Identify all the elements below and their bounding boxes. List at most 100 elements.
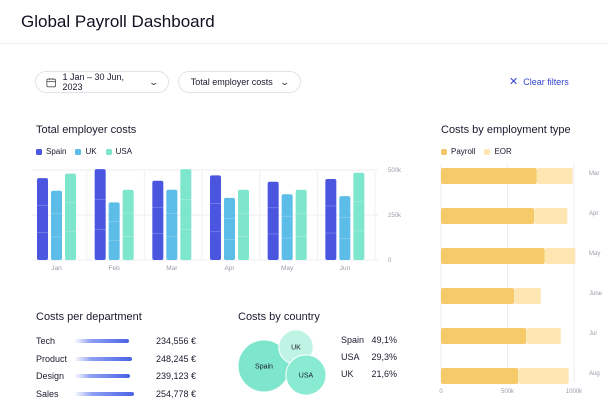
total-costs-chart: 500k 250k 0 Jan Feb Mar Apr May Jun xyxy=(32,168,402,272)
country-share: 21,6% xyxy=(371,369,397,379)
country-name: UK xyxy=(341,369,354,379)
country-bubble-chart: Spain UK USA xyxy=(237,330,327,396)
bubble-label: USA xyxy=(299,373,314,380)
legend-item-payroll: Payroll xyxy=(441,147,475,156)
legend-swatch xyxy=(105,148,112,155)
department-bar xyxy=(74,374,131,378)
bar-eor-mar xyxy=(536,168,573,184)
legend-swatch xyxy=(75,148,82,155)
bar-eor-apr xyxy=(534,208,568,224)
legend-label: EOR xyxy=(494,147,512,156)
chevron-down-icon: ⌄ xyxy=(148,76,160,87)
bar-usa-may xyxy=(295,189,307,260)
country-row: UK 21,6% xyxy=(341,369,397,379)
country-share: 49,1% xyxy=(371,335,397,345)
close-icon: ✕ xyxy=(509,76,519,88)
bar-usa-jun xyxy=(353,172,365,260)
legend-label: USA xyxy=(115,147,133,156)
department-title: Costs per department xyxy=(36,311,142,323)
legend-swatch xyxy=(441,148,447,155)
x-tick-label: 1000k xyxy=(566,389,583,395)
bar-usa-mar xyxy=(180,169,192,260)
calendar-icon xyxy=(46,77,57,87)
bar-spain-feb xyxy=(94,169,106,260)
country-row: USA 29,3% xyxy=(341,352,397,362)
y-tick-label: 250k xyxy=(388,213,402,219)
bar-eor-june xyxy=(514,288,541,304)
total-costs-legend: Spain UK USA xyxy=(36,147,141,156)
bar-uk-jan xyxy=(51,190,62,260)
x-tick-label: Mar xyxy=(166,265,178,272)
legend-item-usa: USA xyxy=(105,147,133,156)
bar-uk-feb xyxy=(108,202,120,260)
y-tick-label: May xyxy=(589,251,600,257)
department-name: Design xyxy=(36,371,65,381)
bubble-label: Spain xyxy=(255,364,273,371)
employment-type-legend: Payroll EOR xyxy=(441,147,521,156)
department-value: 254,778 € xyxy=(155,388,196,399)
legend-label: Spain xyxy=(46,147,67,156)
bar-spain-may xyxy=(267,181,279,260)
x-tick-label: Apr xyxy=(224,265,235,272)
bar-uk-may xyxy=(281,194,293,260)
metric-label: Total employer costs xyxy=(190,77,273,87)
page-title: Global Payroll Dashboard xyxy=(21,12,215,31)
country-title: Costs by country xyxy=(238,311,320,323)
y-tick-label: Jul xyxy=(589,331,597,337)
total-costs-title: Total employer costs xyxy=(36,124,137,136)
bar-eor-jul xyxy=(526,328,561,344)
x-tick-label: 0 xyxy=(439,389,443,395)
department-row: Sales 254,778 € xyxy=(36,387,196,401)
bar-spain-jan xyxy=(37,178,48,260)
x-tick-label: Feb xyxy=(109,265,121,272)
bar-payroll-aug xyxy=(441,368,519,384)
department-bar xyxy=(74,391,134,396)
legend-swatch xyxy=(36,148,42,155)
department-bar xyxy=(74,339,130,343)
x-tick-label: May xyxy=(281,265,294,272)
bar-uk-mar xyxy=(166,189,178,260)
y-tick-label: Apr xyxy=(589,211,598,217)
country-share: 29,3% xyxy=(371,352,397,362)
clear-filters-button[interactable]: ✕ Clear filters xyxy=(509,75,569,88)
bar-eor-aug xyxy=(518,368,569,384)
legend-swatch xyxy=(484,148,491,155)
y-tick-label: June xyxy=(589,291,603,297)
department-value: 248,245 € xyxy=(155,353,196,364)
y-tick-label: Mar xyxy=(589,171,599,177)
x-tick-label: Jan xyxy=(51,265,62,272)
department-name: Sales xyxy=(36,388,59,399)
bar-spain-apr xyxy=(210,175,221,260)
employment-type-chart: 0 500k 1000k Mar Apr May June Jul Aug xyxy=(439,164,603,395)
department-row: Product 248,245 € xyxy=(36,352,196,366)
bar-payroll-june xyxy=(441,288,515,304)
y-tick-label: 0 xyxy=(388,258,392,264)
bar-uk-jun xyxy=(339,196,351,260)
legend-item-eor: EOR xyxy=(484,147,512,156)
y-tick-label: 500k xyxy=(388,168,402,174)
employment-type-title: Costs by employment type xyxy=(441,124,571,136)
bubble-label: UK xyxy=(291,345,301,352)
chevron-down-icon: ⌄ xyxy=(279,76,290,87)
bar-usa-apr xyxy=(238,189,249,260)
department-bar xyxy=(74,356,133,361)
x-tick-label: Jun xyxy=(340,265,351,272)
metric-filter[interactable]: Total employer costs ⌄ xyxy=(178,71,301,93)
bar-spain-jun xyxy=(325,179,337,260)
date-range-label: 1 Jan – 30 Jun, 2023 xyxy=(62,72,125,92)
department-name: Product xyxy=(36,353,68,364)
bar-payroll-mar xyxy=(441,168,537,184)
legend-label: Payroll xyxy=(451,147,476,156)
bar-usa-jan xyxy=(65,173,76,260)
department-value: 239,123 € xyxy=(155,371,196,381)
department-row: Tech 234,556 € xyxy=(36,334,196,348)
department-value: 234,556 € xyxy=(155,336,196,346)
bar-eor-may xyxy=(544,248,576,264)
bubble-usa xyxy=(285,354,327,396)
country-name: Spain xyxy=(341,335,365,345)
department-name: Tech xyxy=(36,336,56,346)
date-range-filter[interactable]: 1 Jan – 30 Jun, 2023 ⌄ xyxy=(35,71,169,93)
x-tick-label: 500k xyxy=(501,389,515,395)
header: Global Payroll Dashboard xyxy=(0,0,608,44)
bar-payroll-may xyxy=(441,248,545,264)
